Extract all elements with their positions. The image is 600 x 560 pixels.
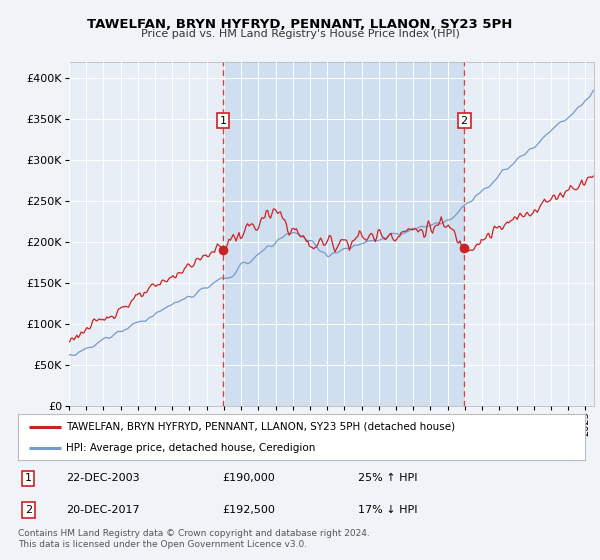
Text: TAWELFAN, BRYN HYFRYD, PENNANT, LLANON, SY23 5PH: TAWELFAN, BRYN HYFRYD, PENNANT, LLANON, …: [88, 18, 512, 31]
Text: Price paid vs. HM Land Registry's House Price Index (HPI): Price paid vs. HM Land Registry's House …: [140, 29, 460, 39]
Text: HPI: Average price, detached house, Ceredigion: HPI: Average price, detached house, Cere…: [66, 443, 316, 453]
Text: 22-DEC-2003: 22-DEC-2003: [66, 473, 140, 483]
Bar: [223, 62, 464, 406]
Text: 25% ↑ HPI: 25% ↑ HPI: [358, 473, 418, 483]
Text: 17% ↓ HPI: 17% ↓ HPI: [358, 505, 418, 515]
Text: TAWELFAN, BRYN HYFRYD, PENNANT, LLANON, SY23 5PH (detached house): TAWELFAN, BRYN HYFRYD, PENNANT, LLANON, …: [66, 422, 455, 432]
Text: 1: 1: [25, 473, 32, 483]
Text: 1: 1: [220, 116, 227, 125]
Text: £190,000: £190,000: [222, 473, 275, 483]
Text: £192,500: £192,500: [222, 505, 275, 515]
Text: 2: 2: [461, 116, 468, 125]
Text: 20-DEC-2017: 20-DEC-2017: [66, 505, 140, 515]
Text: Contains HM Land Registry data © Crown copyright and database right 2024.
This d: Contains HM Land Registry data © Crown c…: [18, 529, 370, 549]
Text: 2: 2: [25, 505, 32, 515]
